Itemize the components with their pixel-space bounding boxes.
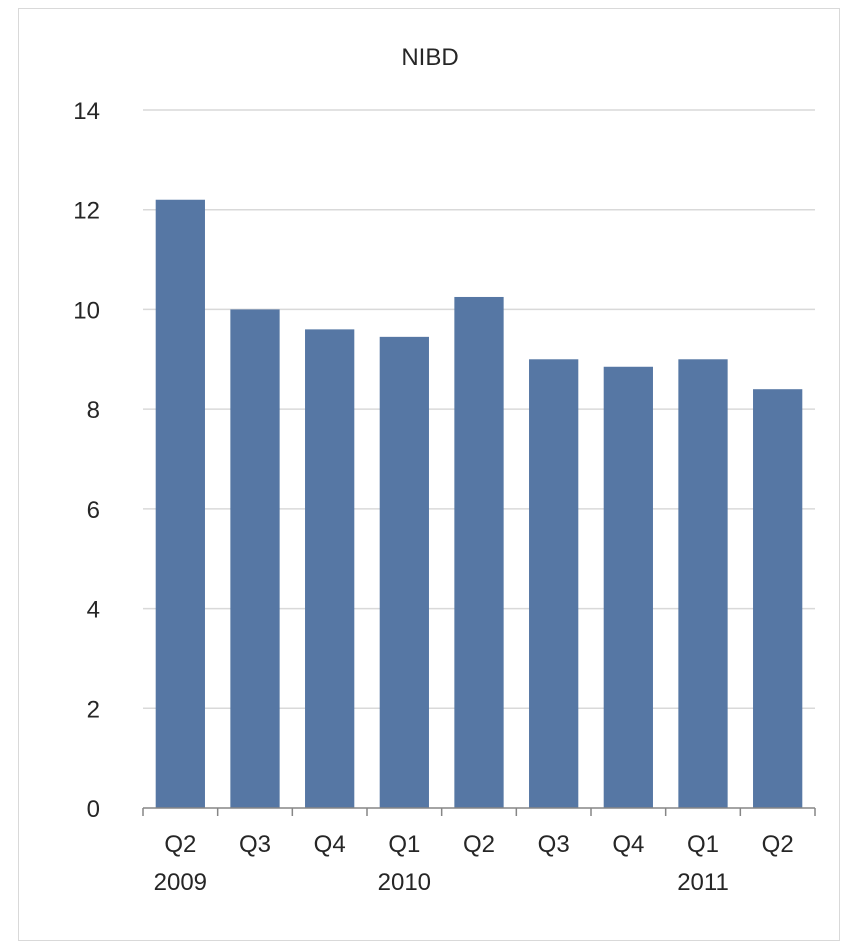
bar [305, 329, 355, 808]
x-year-label: 2011 [677, 869, 729, 896]
x-category-label: Q4 [612, 831, 644, 858]
bar [529, 359, 579, 808]
y-axis-ticks: 0 2 4 6 8 10 12 14 [73, 98, 100, 823]
bars [155, 199, 803, 808]
y-tick-label: 8 [87, 397, 100, 424]
bar [603, 366, 653, 808]
bar [155, 199, 205, 808]
bar [753, 389, 803, 808]
x-category-label: Q2 [463, 831, 495, 858]
x-category-label: Q2 [762, 831, 794, 858]
bar [454, 296, 504, 808]
y-tick-label: 10 [73, 297, 100, 324]
y-tick-label: 12 [73, 198, 100, 225]
bar [678, 359, 728, 808]
y-tick-label: 0 [87, 796, 100, 823]
y-tick-label: 4 [87, 597, 100, 624]
x-year-label: 2009 [154, 869, 207, 896]
y-tick-label: 6 [87, 497, 100, 524]
bar [379, 336, 429, 808]
y-tick-label: 2 [87, 696, 100, 723]
x-category-label: Q1 [388, 831, 420, 858]
x-category-label: Q3 [239, 831, 271, 858]
x-category-label: Q4 [314, 831, 346, 858]
x-year-label: 2010 [378, 869, 431, 896]
chart-title: NIBD [401, 44, 458, 71]
y-tick-label: 14 [73, 98, 100, 125]
bar [230, 309, 280, 808]
x-axis-ticks [142, 808, 816, 816]
x-category-label: Q3 [538, 831, 570, 858]
x-axis-labels: Q2 Q3 Q4 Q1 Q2 Q3 Q4 Q1 Q2 2009 2010 2011 [154, 831, 794, 896]
x-category-label: Q2 [164, 831, 196, 858]
x-category-label: Q1 [687, 831, 719, 858]
